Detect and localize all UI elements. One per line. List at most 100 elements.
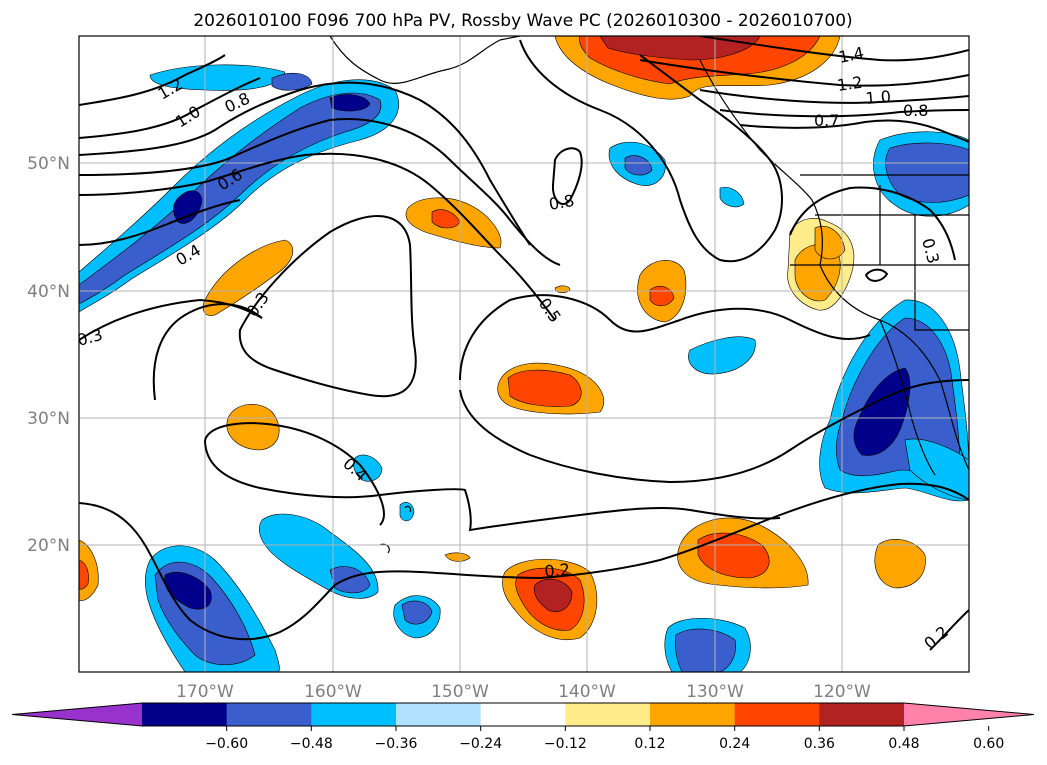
map-frame [78,35,970,673]
shade-orange-cell5 [226,404,280,451]
contour-e-ridge [789,186,956,261]
contour-small-loop [864,268,889,282]
colorbar-extend-high [904,703,1034,726]
colorbar-segment [226,703,312,726]
coast-baja [879,319,936,476]
contour-1.4-e [699,36,969,62]
contour-0.3-small [238,215,417,398]
lon-label: 150°W [431,682,489,702]
shade-s-blue7b [674,628,736,672]
colorbar-segment [819,703,905,726]
colorbar-tick-label: −0.60 [205,736,248,752]
contour-inner-trough [519,39,783,263]
contour-0.8-west [79,81,531,246]
shade-nw-blue2 [271,72,313,91]
shade-sw-blue5 [353,454,383,482]
clabel-0.8-e: 0.8 [903,101,928,120]
lat-label: 50°N [27,154,70,174]
shade-ec-blue3 [904,438,969,501]
contour-0.4-s2 [204,439,381,499]
colorbar: −0.60 −0.48 −0.36 −0.24 −0.12 0.12 0.24 0.36 0.4… [11,702,1035,752]
colorbar-segment [650,703,736,726]
map-area: 1.2 1.0 0.8 0.6 0.4 0.3 0.3 0.8 0.5 0.4 … [79,36,969,672]
colorbar-segment [311,703,397,726]
shade-s-dark [533,578,573,612]
contour-0.2-s [79,482,969,641]
hawaii-2 [404,505,412,513]
contour-0.3-loop [79,298,263,341]
lat-label: 40°N [27,282,70,302]
lon-label: 170°W [176,682,234,702]
contour-0.6-west [79,118,561,266]
shade-orange-cell9b [79,559,89,590]
shade-west-dark2 [329,94,371,112]
contour-1.2-e [639,59,969,87]
contour-0.8-closed [551,147,583,205]
contour-0.4-west [79,152,556,321]
lat-label: 20°N [27,536,70,556]
contour-1.0-e [699,89,969,104]
contour-mid-upper [379,488,781,532]
coast-alaska [329,36,521,84]
pv-shading [79,36,969,672]
colorbar-extend-low [12,703,142,726]
colorbar-tick-label: 0.24 [719,736,750,752]
colorbar-segment [565,703,651,726]
shade-blue-cell1b [624,155,653,176]
colorbar-outline [11,702,1035,727]
clabel-1.4-e: 1.4 [837,43,866,67]
contour-1.2-west [79,54,226,106]
state-border-5 [914,215,969,331]
colorbar-segment [734,703,820,726]
contour-0.3-west [79,199,241,246]
clabel-1.0-e: 1.0 [865,87,892,108]
shade-blue-cell3 [688,336,756,375]
shade-sw-blue6 [399,502,415,522]
contour-ridge-south [152,303,263,401]
shade-ec-dark [853,367,911,456]
shade-orange-cell4b [507,369,582,407]
colorbar-tick-label: 0.48 [888,736,919,752]
contour-1.0-west [79,77,261,139]
shade-sw-blue3b [329,566,371,594]
contour-0.5-c [459,294,871,381]
figure-title: 2026010100 F096 700 hPa PV, Rossby Wave … [193,11,852,31]
colorbar-segment [480,703,566,726]
contour-0.4-s [204,422,385,526]
colorbar-tick-label: −0.12 [544,736,587,752]
shade-small-orange1 [554,285,571,294]
contour-0.8-e [719,109,969,118]
colorbar-segment [396,703,482,726]
lon-label: 130°W [686,682,744,702]
clabel-0.2-s: 0.2 [544,560,571,581]
colorbar-tick-label: −0.36 [375,736,418,752]
shade-blue-cell2 [719,187,745,208]
shade-west-dark1 [173,190,203,224]
clabel-0.7-e: 0.7 [814,111,839,130]
shade-orange-cell8 [874,538,926,589]
gridlines [79,36,969,672]
pv-contours [79,36,969,651]
clabel-0.8-c: 0.8 [547,191,575,214]
shade-sw-blue4b [401,600,433,625]
colorbar-tick-label: 0.12 [634,736,665,752]
colorbar-segment [142,703,228,726]
contour-0.7-e [739,119,969,143]
contour-mid-loop [459,379,969,484]
colorbar-tick-label: −0.24 [459,736,502,752]
shade-ne-dark [599,36,761,61]
lon-label: 120°W [813,682,871,702]
colorbar-tick-label: 0.36 [804,736,835,752]
lon-label: 160°W [304,682,362,702]
lon-label: 140°W [558,682,616,702]
shade-orange-cell2 [202,239,294,316]
lat-label: 30°N [27,409,70,429]
longitude-labels: 170°W 160°W 150°W 140°W 130°W 120°W [176,682,871,702]
coastlines [329,36,969,554]
shade-nw-blue [149,64,286,91]
latitude-labels: 50°N 40°N 30°N 20°N [27,154,70,556]
contour-0.2-e [929,609,969,651]
shade-small-orange2 [444,552,471,562]
colorbar-tick-label: −0.48 [290,736,333,752]
